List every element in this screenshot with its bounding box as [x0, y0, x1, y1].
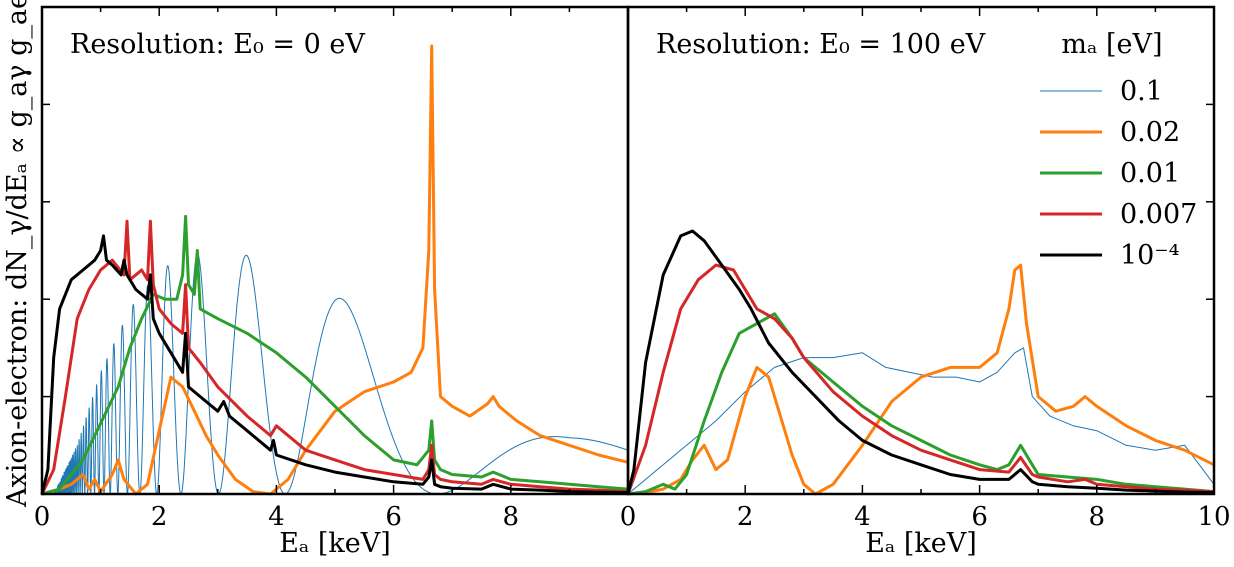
- x-tick-label: 0: [34, 502, 51, 532]
- x-tick-label: 8: [1089, 502, 1106, 532]
- x-tick-label: 6: [385, 502, 402, 532]
- left-panel: 0 2 4 6 8 Eₐ [keV] Resolution: E₀ = 0 eV: [34, 5, 630, 559]
- legend-entry: 0.1: [1120, 76, 1163, 107]
- series-line-0-1: [41, 44, 629, 496]
- x-tick-label: 4: [268, 502, 285, 532]
- resolution-annotation: Resolution: E₀ = 0 eV: [70, 29, 365, 60]
- y-axis-label: Axion-electron: dN_γ/dEₐ ∝ g_aγ g_ae: [2, 0, 33, 508]
- resolution-annotation: Resolution: E₀ = 100 eV: [656, 29, 986, 60]
- legend-entry: 0.02: [1120, 117, 1180, 148]
- x-tick-label: 6: [971, 502, 988, 532]
- series-line-0-3: [40, 219, 629, 495]
- x-tick-label: 2: [737, 502, 754, 532]
- x-axis-label: Eₐ [keV]: [865, 528, 977, 559]
- x-tick-label: 4: [854, 502, 871, 532]
- series-line-0-2: [41, 214, 629, 496]
- series-line-0-4: [40, 234, 629, 495]
- legend-entry: 10⁻⁴: [1120, 240, 1179, 271]
- series-line-0-0: [53, 253, 629, 495]
- x-tick-label: 0: [620, 502, 637, 532]
- x-tick-label: 2: [151, 502, 168, 532]
- series-line-1-2: [627, 312, 1215, 496]
- right-panel: 0 2 4 6 8 10 Eₐ [keV] Resolution: E₀ = 100 eV mₐ…: [620, 5, 1231, 559]
- series-line-1-1: [627, 263, 1215, 496]
- x-axis-label: Eₐ [keV]: [279, 528, 391, 559]
- legend-entry: 0.007: [1120, 199, 1197, 230]
- x-tick-label: 10: [1197, 502, 1230, 532]
- series-line-1-4: [626, 229, 1215, 495]
- legend-entry: 0.01: [1120, 158, 1180, 189]
- x-tick-label: 8: [503, 502, 520, 532]
- series-line-1-3: [626, 263, 1215, 495]
- series-line-1-0: [627, 347, 1215, 495]
- legend-title: mₐ [eV]: [1061, 29, 1162, 60]
